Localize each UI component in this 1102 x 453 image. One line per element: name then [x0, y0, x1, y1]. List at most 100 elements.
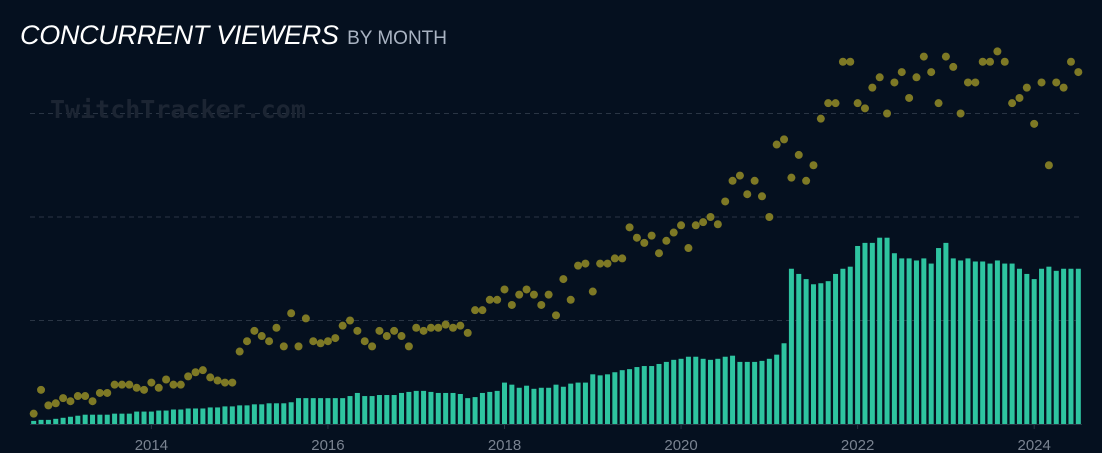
bar	[82, 414, 88, 424]
scatter-point	[147, 378, 156, 387]
bar	[376, 395, 382, 424]
bar	[752, 361, 758, 424]
scatter-point	[81, 392, 90, 401]
bar	[207, 407, 213, 424]
bar	[921, 258, 927, 424]
scatter-point	[478, 306, 487, 315]
scatter-point	[603, 259, 612, 268]
scatter-point	[897, 68, 906, 77]
bar	[310, 398, 316, 425]
bar	[273, 403, 279, 424]
bar	[1002, 263, 1008, 424]
bar	[384, 395, 390, 424]
bar	[928, 263, 934, 424]
bar	[936, 248, 942, 424]
scatter-point	[927, 68, 936, 77]
bar	[399, 392, 405, 424]
scatter-point	[397, 332, 406, 341]
bar	[251, 404, 257, 424]
scatter-point	[346, 316, 355, 325]
bar	[1046, 266, 1052, 424]
bar	[980, 261, 986, 424]
bar	[869, 242, 875, 425]
scatter-point	[802, 176, 811, 185]
scatter-point	[353, 326, 362, 335]
scatter-point	[456, 321, 465, 330]
bar	[354, 392, 360, 424]
scatter-point	[29, 409, 38, 418]
scatter-point	[103, 388, 112, 397]
bar	[833, 273, 839, 424]
scatter-point	[37, 385, 46, 394]
bar	[1068, 268, 1074, 424]
bar	[148, 411, 154, 424]
bar	[362, 396, 368, 424]
bar	[141, 411, 147, 424]
scatter-point	[44, 401, 53, 410]
bar	[546, 387, 552, 424]
bar	[318, 398, 324, 425]
scatter-point	[243, 337, 252, 346]
bar	[259, 404, 265, 424]
bar	[678, 358, 684, 424]
bar	[288, 402, 294, 424]
bar	[663, 361, 669, 424]
bar	[296, 398, 302, 425]
scatter-point	[846, 57, 855, 66]
bar	[1031, 279, 1037, 424]
scatter-point	[338, 321, 347, 330]
bar	[958, 260, 964, 424]
scatter-point	[390, 326, 399, 335]
scatter-point	[412, 323, 421, 332]
scatter-point	[419, 326, 428, 335]
scatter-point	[73, 392, 82, 401]
scatter-point	[500, 285, 509, 294]
scatter-point	[574, 261, 583, 270]
bar	[524, 385, 530, 424]
bar	[656, 363, 662, 424]
scatter-point	[544, 290, 553, 299]
scatter-point	[853, 99, 862, 108]
scatter-point	[963, 78, 972, 87]
scatter-point	[449, 323, 458, 332]
bar	[744, 361, 750, 424]
bar	[428, 391, 434, 424]
bar	[568, 383, 574, 424]
bar	[494, 390, 500, 424]
watermark-text: TwitchTracker.com	[50, 95, 306, 124]
scatter-point	[360, 337, 369, 346]
scatter-point	[1052, 78, 1061, 87]
bar	[509, 384, 515, 424]
bar	[737, 361, 743, 424]
bar	[347, 396, 353, 424]
bar	[178, 409, 184, 424]
bar	[516, 387, 522, 424]
bar	[369, 396, 375, 424]
bar	[693, 356, 699, 424]
x-tick-label: 2020	[664, 437, 697, 453]
bar	[891, 253, 897, 424]
bar	[994, 260, 1000, 424]
bar	[244, 405, 250, 424]
scatter-point	[441, 320, 450, 329]
bar	[700, 358, 706, 424]
bar	[53, 418, 59, 424]
scatter-point	[669, 228, 678, 237]
scatter-point	[986, 57, 995, 66]
bar	[649, 366, 655, 424]
scatter-point	[654, 249, 663, 258]
bar	[200, 408, 206, 424]
bar	[619, 370, 625, 424]
bar	[413, 390, 419, 424]
scatter-point	[537, 300, 546, 309]
bar	[950, 258, 956, 424]
scatter-point	[493, 295, 502, 304]
bar	[685, 356, 691, 424]
bar	[943, 242, 949, 425]
scatter-point	[677, 221, 686, 230]
scatter-point	[824, 99, 833, 108]
scatter-point	[875, 73, 884, 82]
scatter-point	[912, 73, 921, 82]
bar	[156, 410, 162, 424]
bar	[766, 358, 772, 424]
